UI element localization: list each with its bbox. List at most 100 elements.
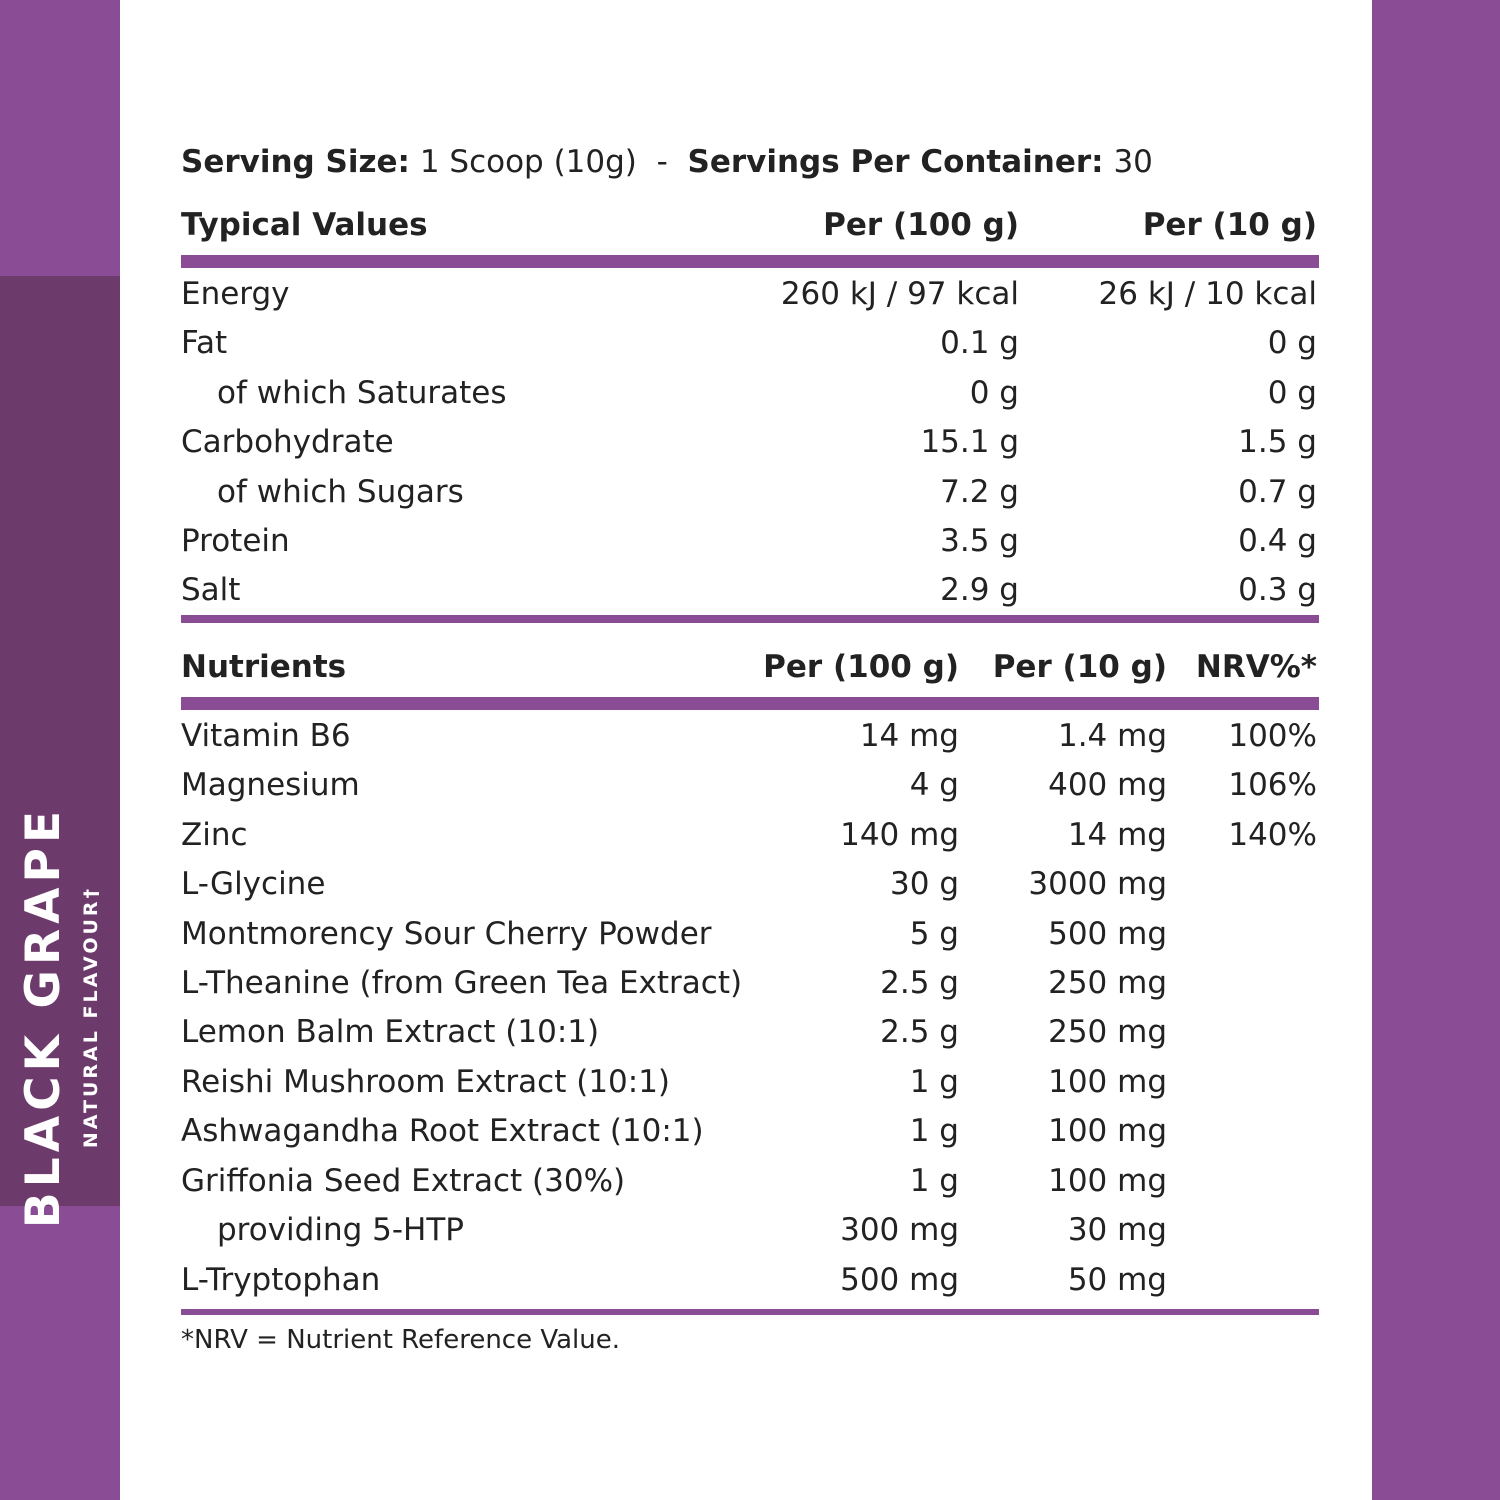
row-per-100g: 15.1 g bbox=[920, 424, 1019, 460]
row-label: Ashwagandha Root Extract (10:1) bbox=[181, 1113, 704, 1149]
row-per-100g: 14 mg bbox=[859, 718, 959, 754]
header-nutrients: Nutrients bbox=[181, 649, 347, 685]
row-label: Griffonia Seed Extract (30%) bbox=[181, 1163, 626, 1199]
row-per-10g: 100 mg bbox=[1048, 1064, 1167, 1100]
header-per-10g: Per (10 g) bbox=[1142, 207, 1317, 243]
row-per-10g: 400 mg bbox=[1048, 767, 1167, 803]
row-per-10g: 0.7 g bbox=[1238, 474, 1317, 510]
row-per-10g: 3000 mg bbox=[1028, 866, 1167, 902]
row-per-100g: 4 g bbox=[909, 767, 959, 803]
row-label: of which Saturates bbox=[217, 375, 507, 411]
header-typical-values: Typical Values bbox=[181, 207, 428, 243]
row-label: L-Theanine (from Green Tea Extract) bbox=[181, 965, 743, 1001]
row-per-10g: 1.5 g bbox=[1238, 424, 1317, 460]
row-per-10g: 30 mg bbox=[1067, 1212, 1167, 1248]
header-nrv: NRV%* bbox=[1195, 649, 1317, 685]
row-per-100g: 260 kJ / 97 kcal bbox=[780, 276, 1019, 312]
table-row: L-Theanine (from Green Tea Extract) 2.5 … bbox=[181, 961, 1319, 1005]
row-per-100g: 7.2 g bbox=[940, 474, 1019, 510]
row-per-100g: 2.9 g bbox=[940, 572, 1019, 608]
row-per-10g: 14 mg bbox=[1067, 817, 1167, 853]
serving-size-value: 1 Scoop (10g) bbox=[419, 144, 637, 180]
row-label: Energy bbox=[181, 276, 290, 312]
row-per-10g: 250 mg bbox=[1048, 1014, 1167, 1050]
divider bbox=[181, 697, 1319, 710]
row-label: Protein bbox=[181, 523, 290, 559]
row-per-100g: 30 g bbox=[890, 866, 959, 902]
row-label: Reishi Mushroom Extract (10:1) bbox=[181, 1064, 671, 1100]
flavour-name: BLACK GRAPE bbox=[16, 805, 71, 1229]
row-per-100g: 0.1 g bbox=[940, 325, 1019, 361]
table-row: Fat 0.1 g 0 g bbox=[181, 321, 1319, 365]
flavour-subtitle: NATURAL FLAVOUR† bbox=[80, 885, 102, 1149]
servings-per-container-label: Servings Per Container: bbox=[687, 144, 1104, 180]
divider bbox=[181, 255, 1319, 268]
table-row: Salt 2.9 g 0.3 g bbox=[181, 568, 1319, 612]
row-per-100g: 140 mg bbox=[840, 817, 959, 853]
row-label: Montmorency Sour Cherry Powder bbox=[181, 916, 712, 952]
row-per-10g: 26 kJ / 10 kcal bbox=[1098, 276, 1317, 312]
flavour-label: BLACK GRAPE NATURAL FLAVOUR† bbox=[0, 667, 120, 1367]
row-per-100g: 3.5 g bbox=[940, 523, 1019, 559]
table-row: Ashwagandha Root Extract (10:1) 1 g 100 … bbox=[181, 1109, 1319, 1153]
right-brand-stripe bbox=[1372, 0, 1500, 1500]
row-per-100g: 500 mg bbox=[840, 1262, 959, 1298]
table-row: Protein 3.5 g 0.4 g bbox=[181, 519, 1319, 563]
nutrition-panel: Serving Size: 1 Scoop (10g) - Servings P… bbox=[181, 0, 1319, 1500]
table-row: Magnesium 4 g 400 mg 106% bbox=[181, 763, 1319, 807]
table-row: Lemon Balm Extract (10:1) 2.5 g 250 mg bbox=[181, 1010, 1319, 1054]
row-per-100g: 5 g bbox=[909, 916, 959, 952]
table-row: Montmorency Sour Cherry Powder 5 g 500 m… bbox=[181, 912, 1319, 956]
flavour-band: BLACK GRAPE NATURAL FLAVOUR† bbox=[0, 276, 120, 1228]
row-label: L-Tryptophan bbox=[181, 1262, 381, 1298]
serving-size-label: Serving Size: bbox=[181, 144, 410, 180]
row-per-100g: 1 g bbox=[909, 1163, 959, 1199]
table-row: Reishi Mushroom Extract (10:1) 1 g 100 m… bbox=[181, 1060, 1319, 1104]
serving-separator: - bbox=[656, 144, 668, 180]
servings-per-container-value: 30 bbox=[1113, 144, 1153, 180]
table-row: Zinc 140 mg 14 mg 140% bbox=[181, 813, 1319, 857]
table-row: L-Tryptophan 500 mg 50 mg bbox=[181, 1258, 1319, 1302]
row-per-10g: 250 mg bbox=[1048, 965, 1167, 1001]
row-per-10g: 100 mg bbox=[1048, 1113, 1167, 1149]
table-row: of which Saturates 0 g 0 g bbox=[181, 371, 1319, 415]
row-nrv: 140% bbox=[1228, 817, 1317, 853]
divider bbox=[181, 1309, 1319, 1315]
row-label: providing 5-HTP bbox=[217, 1212, 464, 1248]
row-per-10g: 0.3 g bbox=[1238, 572, 1317, 608]
row-per-100g: 0 g bbox=[969, 375, 1019, 411]
row-label: Vitamin B6 bbox=[181, 718, 351, 754]
header-per-10g: Per (10 g) bbox=[992, 649, 1167, 685]
row-label: Carbohydrate bbox=[181, 424, 394, 460]
typical-values-header: Typical Values Per (100 g) Per (10 g) bbox=[181, 203, 1319, 247]
row-per-10g: 0 g bbox=[1267, 375, 1317, 411]
row-label: of which Sugars bbox=[217, 474, 464, 510]
row-per-100g: 300 mg bbox=[840, 1212, 959, 1248]
row-per-10g: 0.4 g bbox=[1238, 523, 1317, 559]
row-nrv: 106% bbox=[1228, 767, 1317, 803]
divider bbox=[181, 615, 1319, 623]
row-per-10g: 0 g bbox=[1267, 325, 1317, 361]
row-per-10g: 500 mg bbox=[1048, 916, 1167, 952]
table-row: providing 5-HTP 300 mg 30 mg bbox=[181, 1208, 1319, 1252]
table-row: Energy 260 kJ / 97 kcal 26 kJ / 10 kcal bbox=[181, 272, 1319, 316]
table-row: Griffonia Seed Extract (30%) 1 g 100 mg bbox=[181, 1159, 1319, 1203]
table-row: L-Glycine 30 g 3000 mg bbox=[181, 862, 1319, 906]
row-label: Lemon Balm Extract (10:1) bbox=[181, 1014, 600, 1050]
row-label: Fat bbox=[181, 325, 228, 361]
row-per-100g: 2.5 g bbox=[880, 1014, 959, 1050]
row-per-100g: 1 g bbox=[909, 1113, 959, 1149]
table-row: of which Sugars 7.2 g 0.7 g bbox=[181, 470, 1319, 514]
row-per-100g: 1 g bbox=[909, 1064, 959, 1100]
row-label: Magnesium bbox=[181, 767, 360, 803]
serving-info: Serving Size: 1 Scoop (10g) - Servings P… bbox=[181, 140, 1153, 184]
row-label: Salt bbox=[181, 572, 241, 608]
row-per-10g: 50 mg bbox=[1067, 1262, 1167, 1298]
table-row: Carbohydrate 15.1 g 1.5 g bbox=[181, 420, 1319, 464]
row-per-100g: 2.5 g bbox=[880, 965, 959, 1001]
table-row: Vitamin B6 14 mg 1.4 mg 100% bbox=[181, 714, 1319, 758]
row-label: Zinc bbox=[181, 817, 248, 853]
row-per-10g: 100 mg bbox=[1048, 1163, 1167, 1199]
nrv-footnote: *NRV = Nutrient Reference Value. bbox=[181, 1325, 621, 1355]
row-label: L-Glycine bbox=[181, 866, 326, 902]
